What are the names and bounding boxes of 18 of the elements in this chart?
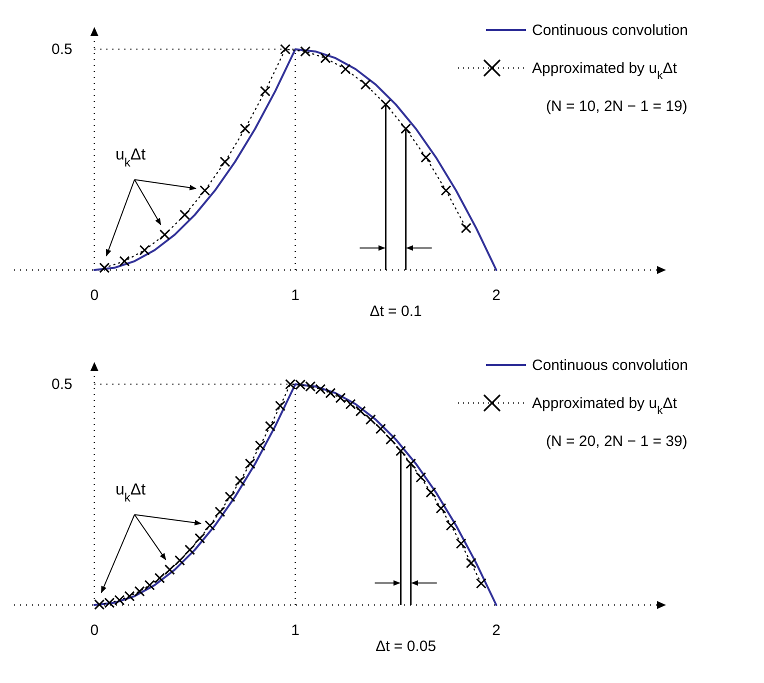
x-tick-label: 1 <box>291 287 300 304</box>
legend-label: Continuous convolution <box>532 357 688 374</box>
annotation: 0.5 <box>52 41 72 58</box>
legend-label: Approximated by u$_{k}$Δt <box>532 395 678 417</box>
text: Δt = 0.05 <box>376 638 436 655</box>
legend-label: Continuous convolution <box>532 22 688 39</box>
annotation: u$_{k}$Δt <box>116 482 146 505</box>
x-tick-label: 1 <box>291 622 300 639</box>
text: Δt = 0.1 <box>370 303 422 320</box>
x-tick-label: 0 <box>90 622 99 639</box>
annotation: 0.5 <box>52 376 72 394</box>
x-tick-label: 2 <box>492 622 500 639</box>
annotation: (N = 20, 2N − 1 = 39) <box>546 433 688 450</box>
annotation: (N = 10, 2N − 1 = 19) <box>546 98 688 115</box>
x-tick-label: 2 <box>492 287 500 304</box>
x-tick-label: 0 <box>90 287 99 304</box>
annotation: u$_{k}$Δt <box>116 146 146 170</box>
legend-label: Approximated by u$_{k}$Δt <box>532 60 678 82</box>
